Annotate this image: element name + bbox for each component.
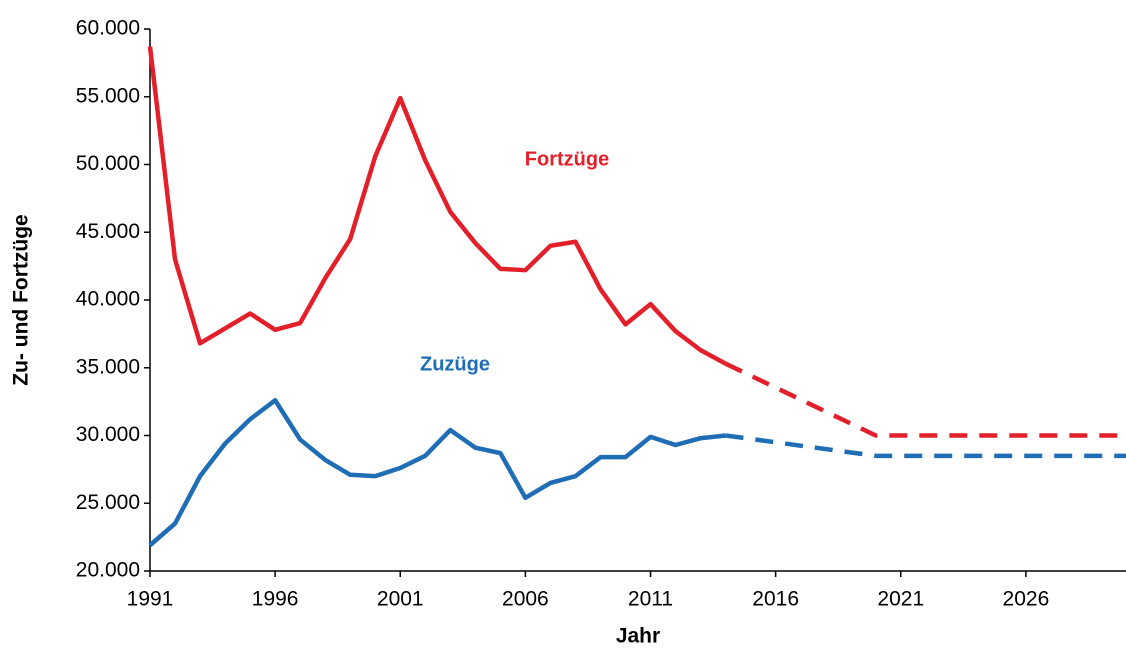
y-axis-label: Zu- und Fortzüge [10, 214, 33, 385]
y-tick-label: 35.000 [76, 355, 140, 378]
y-tick-label: 40.000 [76, 288, 140, 311]
projection-line [725, 433, 1126, 459]
x-tick-label: 1996 [252, 588, 299, 611]
y-tick-label: 45.000 [76, 220, 140, 243]
series-label: Zuzüge [420, 353, 490, 375]
x-axis-label: Jahr [616, 625, 660, 648]
x-tick-label: 2006 [502, 588, 549, 611]
y-tick-label: 50.000 [76, 152, 140, 175]
projection-line [724, 361, 1126, 438]
y-tick-label: 30.000 [76, 423, 140, 446]
y-tick-label: 55.000 [76, 84, 140, 107]
data-line [148, 398, 726, 547]
x-tick-label: 2011 [628, 588, 673, 611]
series-label: Fortzüge [525, 148, 609, 170]
y-tick-label: 20.000 [76, 559, 140, 582]
y-tick-label: 60.000 [76, 17, 140, 40]
x-tick-label: 2001 [377, 588, 424, 611]
x-tick-label: 2021 [877, 588, 924, 611]
data-line [147, 46, 727, 366]
x-tick-label: 2026 [1003, 588, 1050, 611]
x-tick-label: 1991 [127, 588, 174, 611]
y-tick-label: 25.000 [76, 491, 140, 514]
x-tick-label: 2016 [752, 588, 799, 611]
